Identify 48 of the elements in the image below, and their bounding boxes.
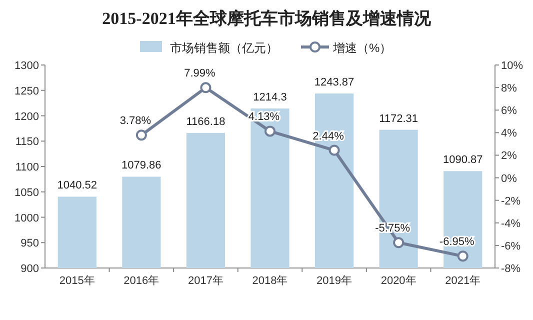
x-tick-label: 2015年 <box>59 275 95 287</box>
y-tick-label: 1000 <box>14 212 39 224</box>
x-tick-label: 2021年 <box>445 275 481 287</box>
data-label: -6.95% <box>439 236 474 248</box>
y2-tick-label: -6% <box>501 240 521 252</box>
x-tick-label: 2017年 <box>188 275 224 287</box>
y2-tick-label: 4% <box>501 128 518 140</box>
point <box>328 144 340 156</box>
data-label: -5.75% <box>375 222 410 235</box>
x-tick-label: 2018年 <box>252 275 288 287</box>
y2-tick-label: 10% <box>501 60 524 72</box>
data-label: 2.44% <box>312 130 344 142</box>
y-tick-label: 1250 <box>14 85 39 98</box>
y-tick-label: 900 <box>20 263 39 275</box>
point <box>264 126 276 137</box>
point <box>200 82 212 94</box>
legend-label: 增速（%） <box>332 41 392 55</box>
y2-tick-label: 6% <box>501 105 518 118</box>
y-tick-label: 1150 <box>15 136 39 148</box>
data-label: 1079.86 <box>122 160 162 172</box>
data-label: 3.78% <box>120 115 152 128</box>
data-label: 1172.31 <box>379 112 418 125</box>
data-label: 4.13% <box>248 111 280 124</box>
data-label: 1214.3 <box>253 91 287 104</box>
chart-title: 2015-2021年全球摩托车市场销售及增速情况 <box>102 9 432 28</box>
x-tick-label: 2020年 <box>380 275 416 287</box>
data-label: 1040.52 <box>57 180 98 192</box>
data-label: 1243.87 <box>314 76 354 88</box>
point <box>393 237 404 248</box>
data-label: 1090.87 <box>442 154 483 166</box>
y-tick-label: 1100 <box>15 162 39 174</box>
x-tick-label: 2019年 <box>316 275 352 287</box>
y2-tick-label: -4% <box>501 218 521 230</box>
y2-tick-label: 2% <box>501 150 518 162</box>
legend-label: 市场销售额（亿元） <box>170 41 278 55</box>
y2-tick-label: 8% <box>501 82 518 95</box>
y2-tick-label: 0% <box>501 172 518 185</box>
y-tick-label: 1050 <box>14 186 39 199</box>
y-tick-label: 950 <box>20 238 39 250</box>
point <box>457 250 468 262</box>
y-tick-label: 1200 <box>14 110 39 123</box>
data-label: 7.99% <box>184 68 216 80</box>
point <box>136 130 147 141</box>
y2-tick-label: -8% <box>501 263 521 275</box>
y-tick-label: 1300 <box>14 60 39 72</box>
data-label: 1166.18 <box>186 116 226 128</box>
y2-tick-label: -2% <box>501 195 521 208</box>
x-tick-label: 2016年 <box>124 275 160 287</box>
